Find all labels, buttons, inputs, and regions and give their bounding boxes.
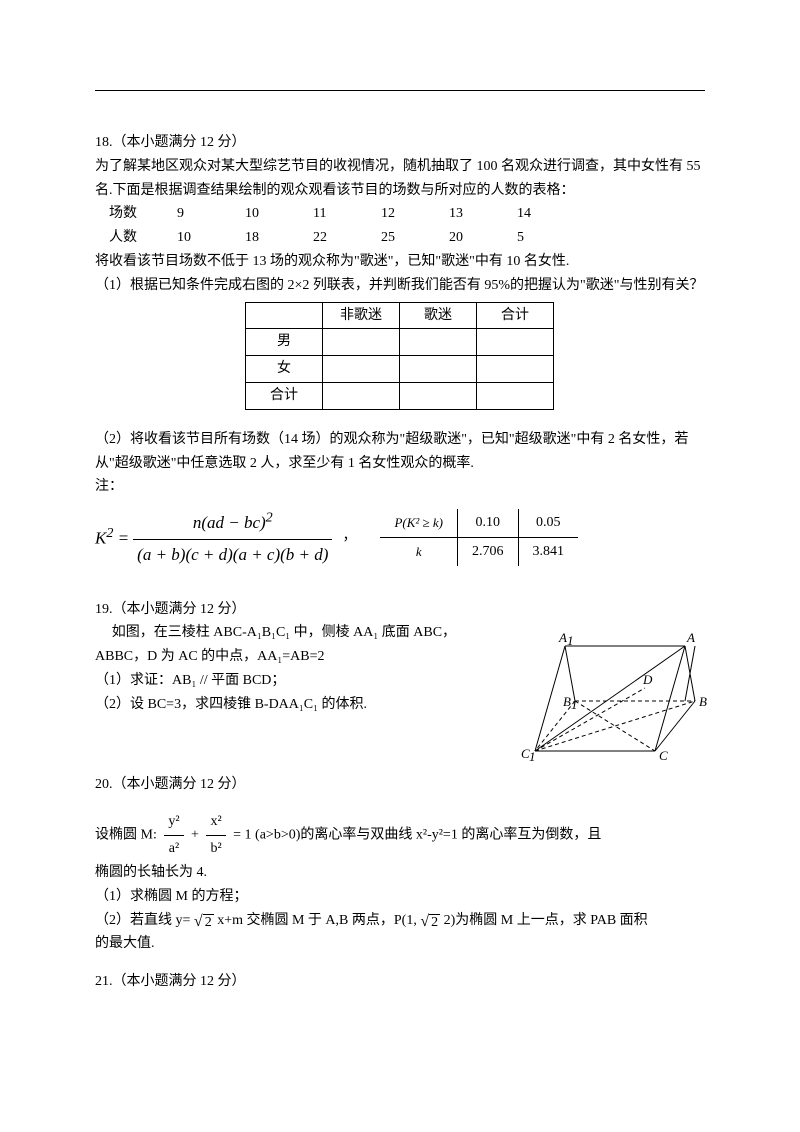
- frac-den: b²: [206, 836, 225, 861]
- svg-text:A: A: [686, 630, 695, 645]
- svg-text:B: B: [699, 694, 707, 709]
- cont-cell: 合计: [477, 302, 554, 329]
- chi-header: k: [380, 537, 457, 565]
- formula-den: (a + b)(c + d)(a + c)(b + d): [133, 540, 332, 570]
- cont-cell: 歌迷: [400, 302, 477, 329]
- table-cell: 12: [381, 202, 449, 226]
- table-cell: 20: [449, 226, 517, 250]
- chi-table: P(K² ≥ k) 0.10 0.05 k 2.706 3.841: [380, 509, 578, 566]
- table-cell: 11: [313, 202, 381, 226]
- table-cell: 22: [313, 226, 381, 250]
- q18-p1: 为了解某地区观众对某大型综艺节目的收视情况，随机抽取了 100 名观众进行调查，…: [95, 155, 705, 203]
- cont-cell: 女: [246, 356, 323, 383]
- svg-text:A: A: [558, 630, 567, 645]
- prism-diagram: A1 A B1 B C1 C D: [515, 626, 715, 776]
- q19-header: 19.（本小题满分 12 分）: [95, 598, 705, 622]
- svg-text:B: B: [563, 694, 571, 709]
- table-row-label: 场数: [95, 202, 177, 226]
- svg-text:1: 1: [571, 697, 578, 712]
- q20-mid: = 1 (a>b>0)的离心率与双曲线 x²-y²=1 的离心率互为倒数，且: [233, 828, 601, 843]
- table-row-label: 人数: [95, 226, 177, 250]
- q18-data-table: 场数 9 10 11 12 13 14 人数 10 18 22 25 20 5: [95, 202, 585, 250]
- q20-p3d: 的最大值.: [95, 932, 705, 956]
- q20-p1-end: 椭圆的长轴长为 4.: [95, 861, 705, 885]
- chi-header: P(K² ≥ k): [380, 509, 457, 537]
- formula-lhs: K: [95, 529, 106, 548]
- q20-p3a: （2）若直线 y=: [95, 913, 194, 928]
- chi-square-formula: K2 = n(ad − bc)2 (a + b)(c + d)(a + c)(b…: [95, 505, 705, 569]
- q20-p3: （2）若直线 y= √2 x+m 交椭圆 M 于 A,B 两点，P(1, √2 …: [95, 909, 705, 933]
- table-cell: 14: [517, 202, 585, 226]
- chi-cell: 2.706: [458, 537, 519, 565]
- q20-prefix: 设椭圆 M:: [95, 828, 160, 843]
- q19-block: 19.（本小题满分 12 分） 如图，在三棱柱 ABC-A₁B₁C₁ 中，侧棱 …: [95, 598, 705, 717]
- table-cell: 18: [245, 226, 313, 250]
- q18-p4: （2）将收看该节目所有场数（14 场）的观众称为"超级歌迷"，已知"超级歌迷"中…: [95, 428, 705, 476]
- q20-p1: 设椭圆 M: y²a² + x²b² = 1 (a>b>0)的离心率与双曲线 x…: [95, 810, 705, 861]
- q20-p3c: 2)为椭圆 M 上一点，求 PAB 面积: [444, 913, 648, 928]
- formula-fraction: n(ad − bc)2 (a + b)(c + d)(a + c)(b + d): [133, 505, 332, 569]
- sqrt-icon: √2: [194, 914, 214, 932]
- table-cell: 10: [245, 202, 313, 226]
- chi-cell: 0.10: [458, 509, 519, 537]
- chi-cell: 3.841: [518, 537, 578, 565]
- svg-text:C: C: [659, 748, 668, 763]
- q19-p1: 如图，在三棱柱 ABC-A₁B₁C₁ 中，侧棱 AA₁ 底面 ABC，ABBC，…: [95, 621, 495, 669]
- frac-num: y²: [164, 810, 183, 836]
- formula-num: n(ad − bc): [193, 513, 266, 532]
- cont-cell: 非歌迷: [323, 302, 400, 329]
- q21-header: 21.（本小题满分 12 分）: [95, 970, 705, 994]
- svg-text:1: 1: [529, 749, 536, 764]
- table-cell: 25: [381, 226, 449, 250]
- contingency-table: 非歌迷 歌迷 合计 男 女 合计: [245, 302, 554, 410]
- table-cell: 9: [177, 202, 245, 226]
- frac-den: a²: [164, 836, 183, 861]
- q18-p3: （1）根据已知条件完成右图的 2×2 列联表，并判断我们能否有 95%的把握认为…: [95, 274, 705, 298]
- chi-cell: 0.05: [518, 509, 578, 537]
- table-cell: 10: [177, 226, 245, 250]
- sqrt-icon: √2: [420, 914, 440, 932]
- q18-note: 注：: [95, 475, 705, 499]
- q20-header: 20.（本小题满分 12 分）: [95, 773, 705, 797]
- q20-p2: （1）求椭圆 M 的方程；: [95, 885, 705, 909]
- q20-p3b: x+m 交椭圆 M 于 A,B 两点，P(1,: [217, 913, 420, 928]
- svg-text:D: D: [642, 672, 653, 687]
- top-rule: [95, 90, 705, 91]
- q18-header: 18.（本小题满分 12 分）: [95, 131, 705, 155]
- table-cell: 5: [517, 226, 585, 250]
- cont-cell: 男: [246, 329, 323, 356]
- frac-num: x²: [206, 810, 225, 836]
- svg-text:1: 1: [567, 633, 574, 648]
- q18-p2: 将收看该节目场数不低于 13 场的观众称为"歌迷"，已知"歌迷"中有 10 名女…: [95, 250, 705, 274]
- table-cell: 13: [449, 202, 517, 226]
- cont-cell: [246, 302, 323, 329]
- page: 18.（本小题满分 12 分） 为了解某地区观众对某大型综艺节目的收视情况，随机…: [0, 0, 800, 1132]
- cont-cell: 合计: [246, 382, 323, 409]
